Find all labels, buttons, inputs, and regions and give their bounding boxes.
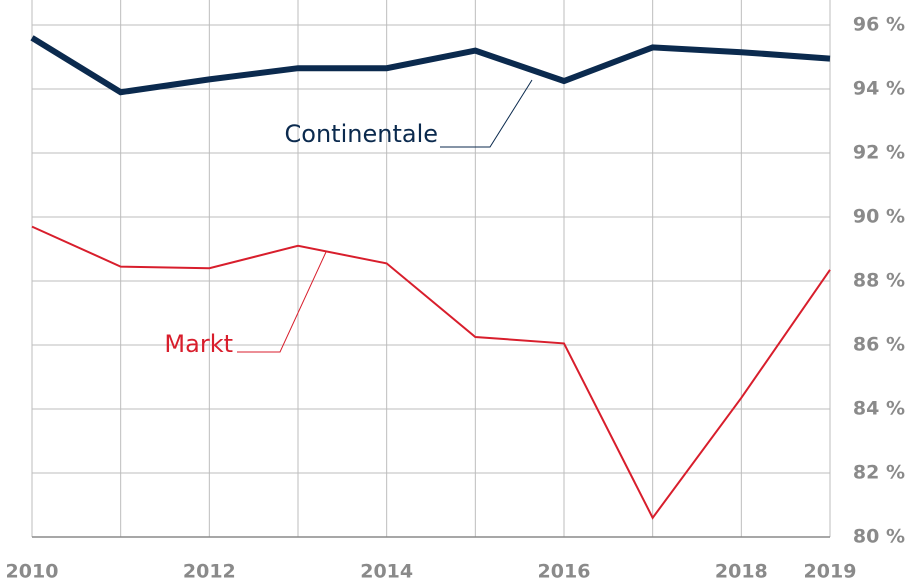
x-tick-label: 2012	[183, 561, 236, 583]
series-label: Markt	[164, 330, 233, 358]
y-tick-label: 86 %	[853, 334, 905, 356]
x-tick-label: 2010	[6, 561, 59, 583]
y-tick-label: 92 %	[853, 142, 905, 164]
series-label: Continentale	[285, 120, 438, 148]
leader-line	[237, 251, 327, 353]
x-tick-label: 2014	[360, 561, 413, 583]
y-tick-label: 82 %	[853, 462, 905, 484]
y-tick-label: 90 %	[853, 206, 905, 228]
series-line	[31, 225, 831, 520]
x-tick-label: 2016	[538, 561, 591, 583]
leader-line	[440, 79, 533, 148]
y-tick-label: 80 %	[853, 526, 905, 548]
series-line	[30, 35, 831, 96]
y-tick-label: 96 %	[853, 14, 905, 36]
x-tick-label: 2019	[804, 561, 857, 583]
y-tick-label: 84 %	[853, 398, 905, 420]
x-tick-label: 2018	[715, 561, 768, 583]
y-tick-label: 88 %	[853, 270, 905, 292]
y-tick-label: 94 %	[853, 78, 905, 100]
